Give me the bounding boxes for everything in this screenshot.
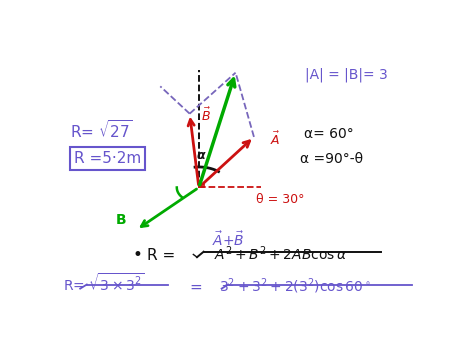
- Text: α =90°-θ: α =90°-θ: [300, 152, 363, 166]
- Text: $3^2+3^2+2(3^2)\cos 60^\circ$: $3^2+3^2+2(3^2)\cos 60^\circ$: [219, 276, 371, 296]
- Text: $A^2+B^2+2AB\cos\alpha$: $A^2+B^2+2AB\cos\alpha$: [213, 244, 347, 263]
- Text: $\vec{B}$: $\vec{B}$: [201, 106, 210, 124]
- Text: R= $\sqrt{27}$: R= $\sqrt{27}$: [70, 119, 133, 141]
- Text: α= 60°: α= 60°: [303, 127, 353, 141]
- Text: B: B: [116, 213, 127, 228]
- Text: R= $\sqrt{3 \times 3^2}$: R= $\sqrt{3 \times 3^2}$: [63, 273, 145, 294]
- Text: |A| = |B|= 3: |A| = |B|= 3: [305, 67, 388, 82]
- Text: =: =: [190, 279, 202, 294]
- Text: α: α: [197, 149, 206, 162]
- Text: $\vec{A}$+$\vec{B}$: $\vec{A}$+$\vec{B}$: [212, 231, 244, 249]
- Text: θ = 30°: θ = 30°: [256, 192, 304, 206]
- Text: •: •: [133, 246, 143, 264]
- Text: R =: R =: [147, 248, 176, 263]
- Text: $\vec{A}$: $\vec{A}$: [271, 131, 281, 148]
- Text: R =5·2m: R =5·2m: [74, 151, 141, 166]
